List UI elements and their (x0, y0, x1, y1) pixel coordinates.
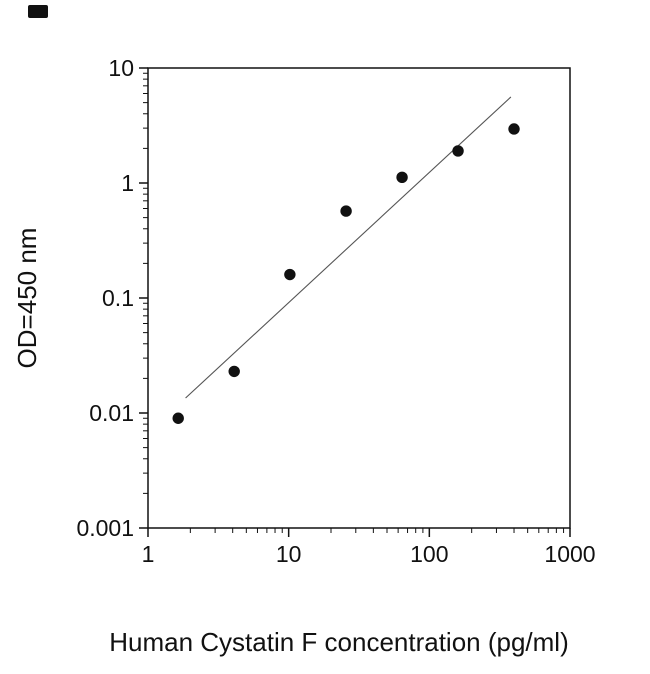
data-point (452, 145, 464, 157)
x-axis-title: Human Cystatin F concentration (pg/ml) (109, 627, 569, 657)
x-tick-label: 100 (410, 541, 448, 567)
y-axis-title: OD=450 nm (12, 228, 42, 369)
y-tick-label: 0.001 (76, 515, 134, 541)
data-point (284, 268, 296, 281)
data-point (228, 365, 240, 378)
data-point (340, 205, 352, 217)
fit-line (185, 96, 512, 399)
x-tick-label: 10 (276, 541, 302, 567)
axes-layer: 1 10 100 1000 0.001 0.01 0.1 1 10 (76, 55, 595, 567)
y-tick-label: 0.1 (102, 285, 134, 311)
plot-frame (147, 67, 571, 529)
data-point (172, 412, 184, 424)
y-tick-label: 10 (108, 55, 134, 81)
y-tick-label: 0.01 (89, 400, 134, 426)
data-point (508, 123, 520, 135)
corner-mark (28, 5, 48, 18)
x-tick-label: 1 (142, 541, 155, 567)
y-tick-label: 1 (121, 170, 134, 196)
x-tick-label: 1000 (544, 541, 595, 567)
data-point (396, 171, 408, 184)
